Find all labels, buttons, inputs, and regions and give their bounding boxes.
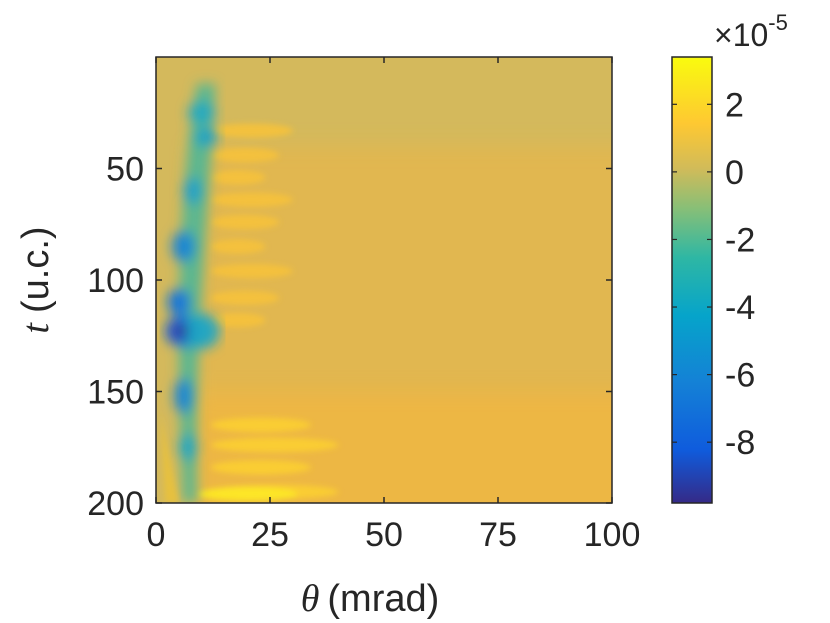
heatmap-negative-blob — [187, 101, 216, 124]
colorbar-multiplier-exponent: -5 — [768, 10, 788, 35]
y-tick-label: 100 — [87, 262, 144, 300]
heatmap-negative-blob — [183, 177, 202, 205]
heatmap-minimum — [173, 324, 189, 338]
heatmap-negative-blob — [183, 313, 220, 350]
heatmap-negative-blob — [167, 288, 191, 316]
x-axis: 0 25 50 75 100 — [147, 57, 641, 554]
x-tick-label: 0 — [147, 516, 166, 554]
colorbar-multiplier: ×10-5 — [714, 10, 788, 53]
heatmap-fringe — [210, 313, 266, 328]
heatmap-streak — [160, 413, 179, 503]
heatmap-negative-blob — [174, 378, 193, 414]
x-tick-label: 50 — [365, 516, 403, 554]
heatmap-fringe — [210, 192, 293, 207]
colorbar-gradient — [672, 57, 712, 503]
heatmap-fringe — [210, 460, 312, 475]
heatmap-field — [156, 57, 612, 503]
heatmap-fringe — [210, 170, 266, 185]
y-axis: 50 100 150 200 — [87, 151, 612, 523]
heatmap-plot-area: 0 25 50 75 100 50 100 150 200 — [87, 56, 641, 554]
heatmap-negative-blob — [178, 433, 198, 461]
heatmap-fringe — [210, 123, 293, 138]
y-axis-symbol: t — [15, 322, 57, 334]
colorbar-tick-label: 0 — [725, 154, 744, 192]
heatmap-negative-column — [165, 83, 220, 503]
heatmap-fringe — [210, 263, 293, 279]
colorbar-multiplier-base: ×10 — [714, 17, 768, 53]
y-axis-label: t (u.c.) — [15, 226, 57, 333]
x-axis-label: θ (mrad) — [301, 578, 440, 620]
colorbar-ticks: 2 0 -2 -4 -6 -8 — [672, 86, 755, 462]
y-tick-label: 50 — [106, 151, 144, 189]
x-axis-unit: (mrad) — [327, 578, 439, 620]
heatmap-negative-blob — [194, 128, 218, 147]
colorbar-tick-label: -4 — [725, 289, 755, 327]
heatmap-negative-blob — [171, 230, 195, 263]
x-tick-label: 100 — [584, 516, 641, 554]
heatmap-fringes — [197, 123, 339, 502]
colorbar-tick-label: -8 — [725, 424, 755, 462]
y-tick-label: 200 — [87, 485, 144, 523]
heatmap-fringe — [210, 239, 266, 254]
colorbar-frame — [671, 56, 713, 504]
heatmap-streak-shape — [160, 413, 179, 503]
colorbar-tick-label: -6 — [725, 357, 755, 395]
colorbar: 2 0 -2 -4 -6 -8 ×10-5 — [671, 10, 788, 504]
colorbar-tick-label: -2 — [725, 221, 755, 259]
heatmap-fringe-peak — [197, 486, 298, 502]
x-tick-label: 25 — [251, 516, 289, 554]
heatmap-fringe — [210, 214, 280, 230]
heatmap-fringe — [210, 437, 339, 453]
y-axis-unit: (u.c.) — [15, 226, 57, 313]
x-tick-label: 75 — [479, 516, 517, 554]
colorbar-tick-label: 2 — [725, 86, 744, 124]
heatmap-fringe — [210, 147, 280, 163]
y-tick-label: 150 — [87, 374, 144, 412]
heatmap-fringe — [210, 417, 312, 433]
x-axis-symbol: θ — [301, 578, 320, 620]
heatmap-fringe — [210, 290, 280, 305]
